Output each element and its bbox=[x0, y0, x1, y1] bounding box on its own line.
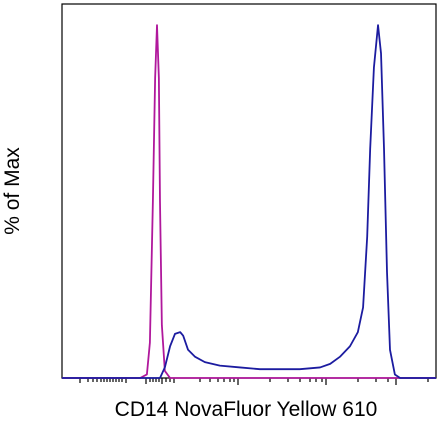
y-axis-label: % of Max bbox=[1, 147, 24, 235]
plot-frame bbox=[61, 3, 437, 379]
x-axis-label: CD14 NovaFluor Yellow 610 bbox=[115, 398, 378, 421]
histogram-line bbox=[62, 24, 436, 379]
x-axis-ticks bbox=[79, 378, 429, 385]
histogram-line bbox=[62, 24, 436, 379]
